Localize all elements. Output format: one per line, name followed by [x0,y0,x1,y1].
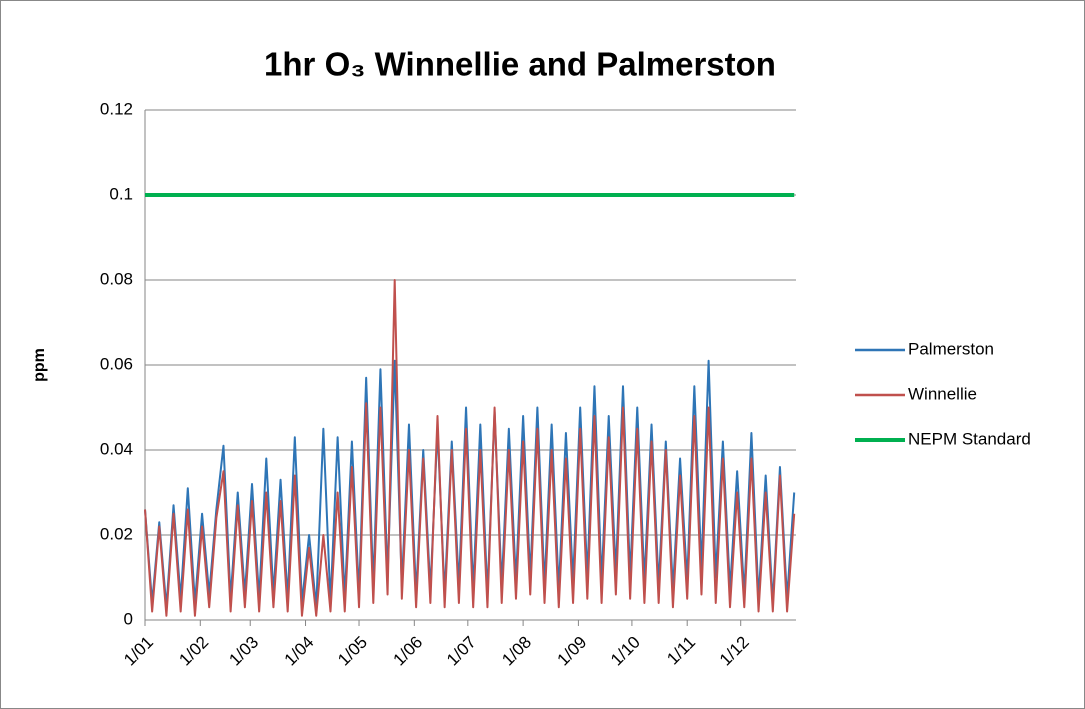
y-tick-label: 0.04 [100,439,133,458]
legend-label: Palmerston [908,339,994,358]
series-line [144,279,796,617]
legend-label: NEPM Standard [908,429,1031,448]
y-tick-label: 0.06 [100,354,133,373]
y-tick-label: 0.08 [100,269,133,288]
y-tick-label: 0.12 [100,99,133,118]
y-tick-label: 0.1 [109,184,133,203]
y-tick-label: 0.02 [100,524,133,543]
chart-title: 1hr O₃ Winnellie and Palmerston [264,46,776,83]
y-axis-label: ppm [31,348,48,382]
y-tick-label: 0 [124,609,133,628]
legend-label: Winnellie [908,384,977,403]
